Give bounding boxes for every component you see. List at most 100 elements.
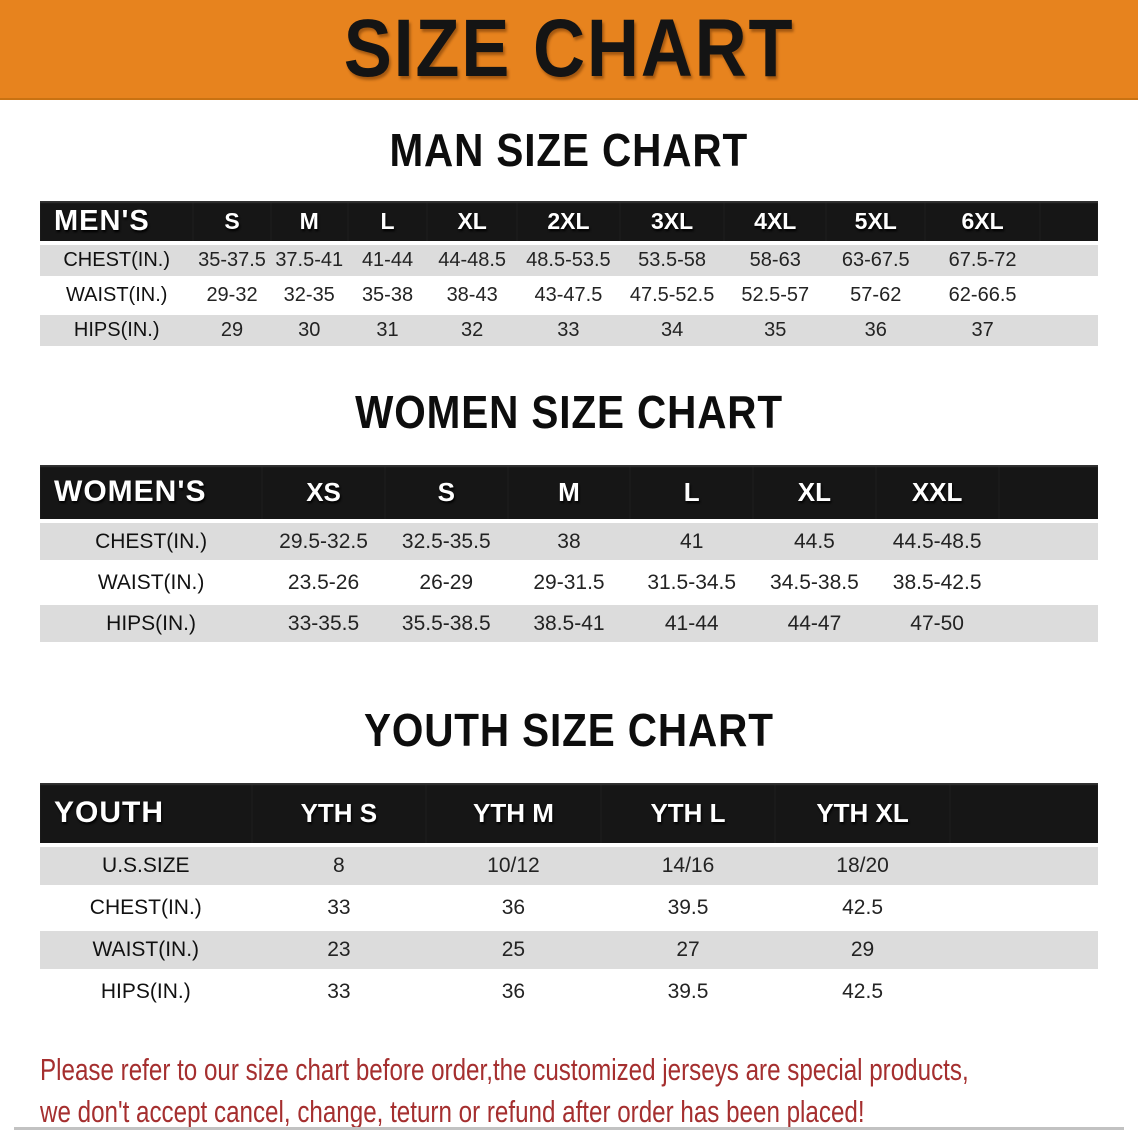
size-column-header: M [270,201,348,241]
row-label: WAIST(IN.) [40,280,194,311]
size-value: 35.5-38.5 [384,605,508,642]
row-filler [949,847,1098,885]
header-filler [1039,201,1098,241]
row-label: CHEST(IN.) [40,245,194,276]
size-value: 42.5 [775,889,950,927]
size-column-header: 3XL [619,201,725,241]
size-value: 38-43 [427,280,518,311]
youth-section-heading-text: YOUTH SIZE CHART [364,704,774,756]
size-value: 23 [251,931,427,969]
men-size-section: MAN SIZE CHART MEN'S S M L XL 2XL 3XL 4XL 5XL 6XL… [0,124,1138,350]
size-value: 37 [925,315,1040,346]
size-column-header: YTH XL [775,783,950,843]
size-value: 44-48.5 [427,245,518,276]
size-column-header: S [384,465,508,519]
size-value: 39.5 [600,973,776,1011]
youth-section-heading: YOUTH SIZE CHART [0,704,1138,757]
size-value: 29.5-32.5 [262,523,385,560]
size-value: 37.5-41 [270,245,348,276]
size-value: 57-62 [826,280,926,311]
size-column-header: 6XL [925,201,1040,241]
size-value: 67.5-72 [925,245,1040,276]
size-column-header: XL [753,465,876,519]
men-section-heading: MAN SIZE CHART [0,124,1138,177]
size-value: 26-29 [384,564,508,601]
row-label: CHEST(IN.) [40,523,263,560]
row-label: HIPS(IN.) [40,973,252,1011]
youth-size-table: YOUTH YTH S YTH M YTH L YTH XL U.S.SIZE 8 10/12… [40,779,1098,1015]
size-value: 62-66.5 [925,280,1040,311]
size-value: 36 [426,889,601,927]
size-value: 39.5 [600,889,776,927]
size-value: 32 [427,315,518,346]
row-filler [998,564,1098,601]
banner-title: SIZE CHART [343,3,795,94]
size-value: 31 [347,315,428,346]
size-value: 41-44 [630,605,754,642]
size-value: 44-47 [753,605,876,642]
size-value: 43-47.5 [517,280,620,311]
header-filler [998,465,1098,519]
size-column-header: XL [427,201,518,241]
size-value: 31.5-34.5 [630,564,754,601]
row-label: HIPS(IN.) [40,605,263,642]
size-value: 38.5-41 [507,605,631,642]
row-label: WAIST(IN.) [40,931,252,969]
row-filler [949,931,1098,969]
size-column-header: 5XL [826,201,926,241]
table-corner-label: WOMEN'S [40,465,263,519]
size-value: 36 [826,315,926,346]
size-value: 18/20 [775,847,950,885]
size-column-header: M [507,465,631,519]
size-value: 27 [600,931,776,969]
size-value: 29-32 [193,280,271,311]
size-column-header: XXL [875,465,999,519]
size-value: 44.5 [753,523,876,560]
row-filler [1039,280,1098,311]
women-size-section: WOMEN SIZE CHART WOMEN'S XS S M L XL XXL CHEST(… [0,386,1138,646]
men-section-heading-text: MAN SIZE CHART [389,124,749,176]
disclaimer-line-2: we don't accept cancel, change, teturn o… [40,1094,865,1129]
size-value: 35-37.5 [193,245,271,276]
size-column-header: S [193,201,271,241]
size-value: 33 [251,889,427,927]
size-value: 36 [426,973,601,1011]
size-value: 10/12 [426,847,601,885]
header-filler [949,783,1098,843]
size-value: 52.5-57 [724,280,827,311]
size-column-header: L [347,201,428,241]
table-corner-label: MEN'S [40,201,194,241]
size-value: 33 [251,973,427,1011]
row-label: WAIST(IN.) [40,564,263,601]
size-column-header: YTH S [251,783,427,843]
size-value: 38.5-42.5 [875,564,999,601]
row-filler [1039,245,1098,276]
row-filler [949,889,1098,927]
size-value: 44.5-48.5 [875,523,999,560]
size-value: 63-67.5 [826,245,926,276]
size-value: 30 [270,315,348,346]
row-label: HIPS(IN.) [40,315,194,346]
table-corner-label: YOUTH [40,783,252,843]
size-value: 42.5 [775,973,950,1011]
size-value: 29-31.5 [507,564,631,601]
size-column-header: 2XL [517,201,620,241]
size-value: 32.5-35.5 [384,523,508,560]
size-value: 53.5-58 [619,245,725,276]
women-section-heading: WOMEN SIZE CHART [0,386,1138,439]
size-column-header: XS [262,465,385,519]
size-column-header: YTH L [600,783,776,843]
size-value: 29 [775,931,950,969]
size-value: 23.5-26 [262,564,385,601]
size-column-header: 4XL [724,201,827,241]
row-filler [949,973,1098,1011]
row-filler [998,605,1098,642]
row-filler [1039,315,1098,346]
size-value: 41 [630,523,754,560]
disclaimer-line-1: Please refer to our size chart before or… [40,1052,969,1087]
men-size-table: MEN'S S M L XL 2XL 3XL 4XL 5XL 6XL CHEST(IN.) 35-37… [40,197,1098,350]
size-value: 47-50 [875,605,999,642]
women-section-heading-text: WOMEN SIZE CHART [355,386,783,438]
size-value: 58-63 [724,245,827,276]
size-value: 48.5-53.5 [517,245,620,276]
